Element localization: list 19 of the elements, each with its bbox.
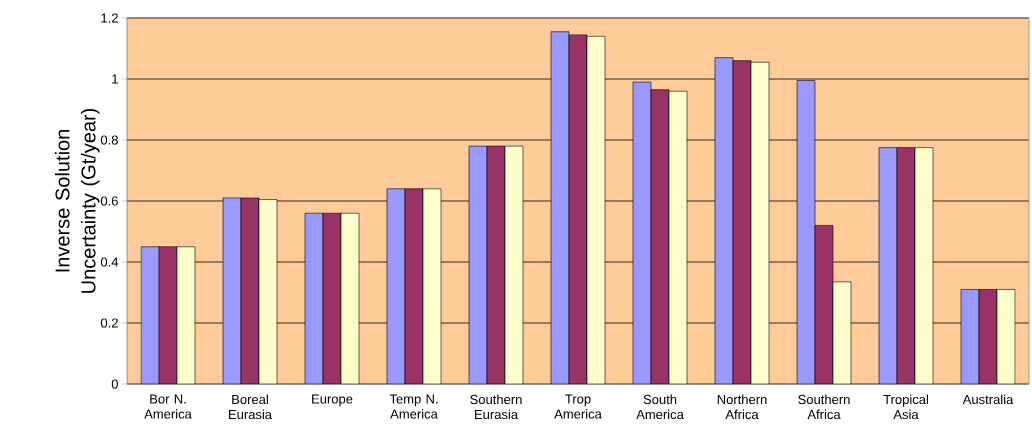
- x-tick-label: Tropical Asia: [883, 394, 929, 420]
- x-tick-label: Europe: [312, 394, 353, 407]
- x-tick-label: Trop America: [554, 394, 602, 419]
- x-tick-label: South America: [636, 394, 684, 420]
- y-tick-label: 1: [112, 74, 118, 84]
- x-tick-label: Boreal Eurasia: [229, 394, 273, 420]
- x-tick-label: Southern Africa: [798, 394, 850, 420]
- x-tick-label: Northern Africa: [717, 394, 767, 420]
- y-tick-label: 0.4: [100, 257, 119, 267]
- y-tick-label: 0: [111, 379, 118, 389]
- x-tick-label: Australia: [962, 394, 1014, 405]
- x-tick-label: Southern Eurasia: [470, 394, 522, 420]
- y-axis-title: Inverse Solution Uncertainty (Gt/year): [54, 108, 100, 293]
- y-tick-label: 0.8: [100, 135, 118, 145]
- x-tick-label: Temp N. America: [389, 394, 438, 419]
- y-tick-label: 0.2: [100, 318, 118, 328]
- y-tick-label: 1.2: [101, 13, 118, 23]
- y-tick-label: 0.6: [100, 196, 118, 206]
- x-tick-label: Bor N. America: [144, 394, 192, 419]
